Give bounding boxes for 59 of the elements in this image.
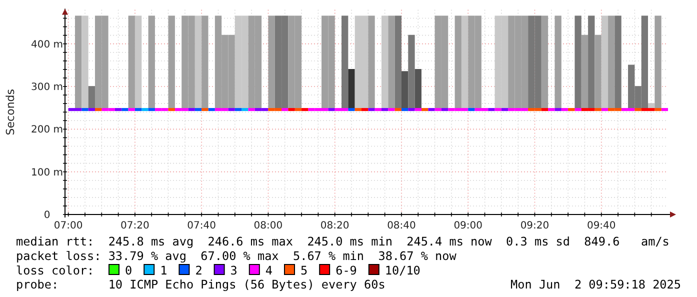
x-tick-label: 09:40: [586, 220, 616, 232]
x-tick-label: 08:40: [387, 220, 416, 232]
bar: [368, 16, 375, 110]
bar: [148, 16, 155, 110]
legend-label: 0: [125, 264, 132, 278]
bar: [614, 16, 622, 110]
bar: [461, 16, 468, 110]
legend-label: 4: [265, 264, 273, 278]
bar: [168, 16, 175, 110]
bar: [128, 16, 135, 110]
y-tick-label: 400 m: [30, 39, 64, 50]
legend-label: 2: [195, 264, 202, 278]
bar: [554, 16, 562, 110]
bar: [574, 16, 582, 110]
bar: [134, 16, 142, 110]
text: probe: 10 ICMP Echo Pings (56 Bytes) every 60s: [16, 278, 386, 292]
bar: [608, 16, 615, 110]
x-tick-label: 09:20: [520, 220, 550, 232]
text: median rtt: 245.8 ms avg 246.6 ms max 245.0 ms min 245.4 ms now 0.3 ms sd 849.6 am/s: [16, 234, 670, 248]
bar: [654, 16, 662, 110]
text: packet loss: 33.79 % avg 67.00 % max 5.67 % min 38.67 % now: [16, 249, 458, 263]
bar: [454, 16, 462, 110]
bar: [594, 34, 602, 110]
bar: [588, 16, 595, 110]
bar: [202, 16, 208, 110]
x-tick-label: 07:20: [120, 220, 150, 232]
bar: [342, 16, 348, 110]
y-tick-label: 300 m: [30, 82, 64, 93]
bar: [348, 69, 355, 110]
legend-label: 5: [300, 264, 308, 278]
x-tick-label: 07:00: [54, 220, 83, 232]
bar: [74, 16, 82, 110]
bar: [408, 34, 415, 110]
legend-label: 1: [160, 264, 168, 278]
bar: [401, 71, 408, 110]
bar: [394, 16, 402, 110]
legend-title: loss color:: [16, 264, 94, 278]
y-tick-label: 100 m: [30, 167, 64, 178]
bar: [541, 16, 548, 110]
bar: [581, 34, 588, 110]
y-tick-label: 200 m: [30, 124, 64, 136]
y-tick-label: 0: [44, 210, 50, 221]
text: Mon Jun 2 09:59:18 2025: [510, 278, 681, 292]
bar: [601, 16, 608, 110]
bar: [381, 16, 388, 110]
x-tick-label: 08:00: [254, 220, 283, 232]
legend-label: 10/10: [384, 264, 420, 278]
x-tick-label: 08:20: [320, 220, 350, 232]
bar: [194, 16, 202, 110]
bar: [388, 16, 395, 110]
legend-label: 6-9: [336, 264, 357, 278]
y-axis-title: Seconds: [4, 88, 17, 136]
legend-label: 3: [230, 264, 238, 278]
bar: [414, 69, 422, 110]
x-tick-label: 07:40: [187, 220, 216, 232]
bar: [82, 16, 88, 110]
bar: [88, 86, 95, 110]
bar: [268, 16, 275, 110]
x-tick-label: 09:00: [454, 220, 483, 232]
